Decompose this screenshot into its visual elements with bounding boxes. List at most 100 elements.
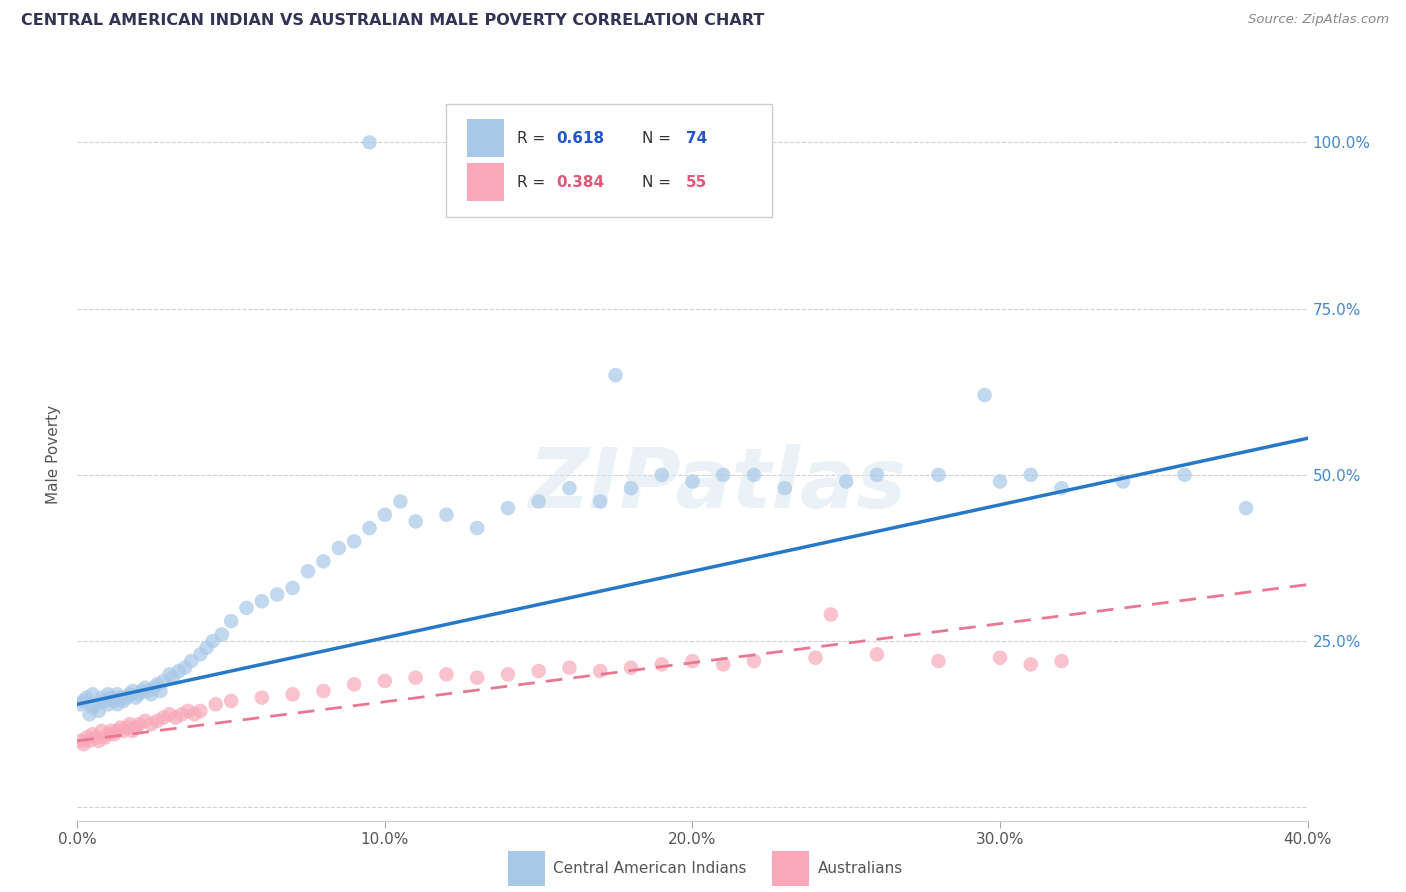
Point [211, 627, 233, 641]
Point [165, 710, 187, 724]
Point [146, 677, 169, 691]
Text: 0.618: 0.618 [555, 131, 605, 145]
FancyBboxPatch shape [467, 163, 505, 201]
Point [188, 704, 212, 718]
Point [110, 690, 132, 705]
Point [121, 723, 143, 738]
Point [174, 661, 197, 675]
Point [82, 687, 104, 701]
Point [281, 687, 304, 701]
Point [589, 494, 612, 508]
Point [72, 694, 94, 708]
Point [682, 654, 704, 668]
Point [105, 698, 128, 712]
Point [266, 588, 288, 602]
Point [152, 710, 174, 724]
Point [90, 690, 114, 705]
Point [180, 654, 202, 668]
Point [162, 671, 184, 685]
Point [100, 690, 122, 705]
Point [136, 684, 159, 698]
Point [374, 673, 396, 688]
Point [312, 554, 335, 568]
Point [79, 707, 101, 722]
Point [973, 388, 995, 402]
Point [804, 650, 827, 665]
Point [105, 687, 128, 701]
Point [105, 723, 128, 738]
Point [97, 687, 120, 701]
Point [152, 673, 174, 688]
Point [297, 564, 319, 578]
Point [79, 734, 101, 748]
Point [118, 717, 141, 731]
Point [742, 467, 765, 482]
Point [128, 717, 150, 731]
Point [651, 467, 673, 482]
Point [620, 481, 643, 495]
Point [389, 494, 412, 508]
Point [134, 714, 156, 728]
Point [711, 657, 734, 672]
Point [866, 467, 889, 482]
Point [312, 684, 335, 698]
Point [436, 667, 458, 681]
Point [76, 690, 98, 705]
Point [343, 677, 366, 691]
Point [835, 475, 858, 489]
Point [374, 508, 396, 522]
Point [149, 684, 172, 698]
Point [131, 684, 153, 698]
Point [866, 648, 889, 662]
Point [103, 727, 125, 741]
Point [527, 494, 550, 508]
Point [125, 721, 148, 735]
Point [1112, 475, 1135, 489]
Text: CENTRAL AMERICAN INDIAN VS AUSTRALIAN MALE POVERTY CORRELATION CHART: CENTRAL AMERICAN INDIAN VS AUSTRALIAN MA… [21, 13, 765, 29]
Point [121, 684, 143, 698]
Text: 74: 74 [686, 131, 707, 145]
Point [143, 681, 166, 695]
Point [183, 707, 205, 722]
Point [711, 467, 734, 482]
Point [188, 648, 212, 662]
Text: Source: ZipAtlas.com: Source: ZipAtlas.com [1249, 13, 1389, 27]
Point [527, 664, 550, 678]
Point [141, 717, 163, 731]
Point [72, 737, 94, 751]
Point [125, 690, 148, 705]
Point [820, 607, 842, 622]
Point [112, 694, 135, 708]
Text: N =: N = [643, 131, 676, 145]
Point [219, 694, 242, 708]
Point [558, 481, 581, 495]
Point [496, 667, 519, 681]
Point [84, 731, 107, 745]
Point [359, 521, 381, 535]
Point [1019, 657, 1042, 672]
FancyBboxPatch shape [772, 851, 810, 887]
Text: 55: 55 [686, 175, 707, 190]
Point [1050, 654, 1073, 668]
Point [159, 707, 181, 722]
FancyBboxPatch shape [467, 120, 505, 157]
Point [90, 723, 114, 738]
Point [281, 581, 304, 595]
Point [94, 731, 117, 745]
Point [651, 657, 673, 672]
Point [100, 723, 122, 738]
Point [204, 698, 226, 712]
Point [1050, 481, 1073, 495]
Text: N =: N = [643, 175, 676, 190]
Point [128, 687, 150, 701]
Point [201, 634, 224, 648]
Text: 0.384: 0.384 [555, 175, 605, 190]
Point [170, 707, 193, 722]
Point [773, 481, 796, 495]
Text: R =: R = [516, 175, 550, 190]
Point [97, 727, 120, 741]
Point [359, 136, 381, 150]
Point [328, 541, 350, 555]
Point [605, 368, 627, 383]
Point [141, 687, 163, 701]
